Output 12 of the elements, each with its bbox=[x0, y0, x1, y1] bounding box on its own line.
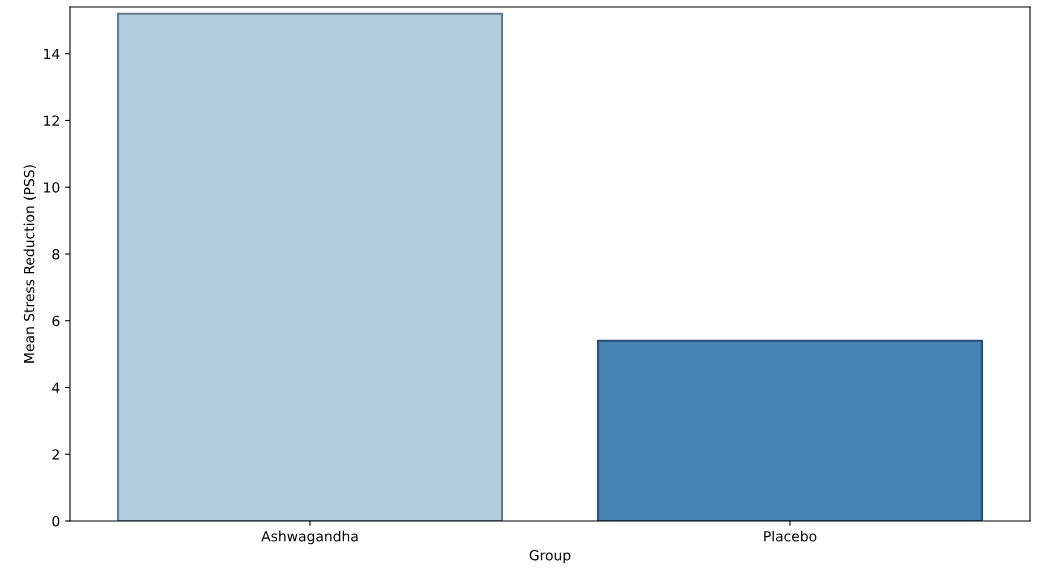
y-axis-title: Mean Stress Reduction (PSS) bbox=[23, 165, 36, 363]
y-tick-label: 8 bbox=[52, 248, 60, 260]
y-tick-label: 14 bbox=[44, 48, 60, 59]
y-tick-label: 12 bbox=[44, 115, 59, 126]
y-tick-label: 6 bbox=[52, 315, 60, 327]
y-tick-label: 0 bbox=[52, 515, 60, 527]
y-tick-label: 10 bbox=[44, 182, 60, 193]
y-tick-label: 2 bbox=[52, 449, 59, 460]
y-tick-label: 4 bbox=[52, 382, 60, 393]
x-axis-title: Group bbox=[529, 549, 571, 564]
x-tick-label: Ashwagandha bbox=[261, 530, 358, 545]
x-tick-label: Placebo bbox=[764, 530, 817, 542]
